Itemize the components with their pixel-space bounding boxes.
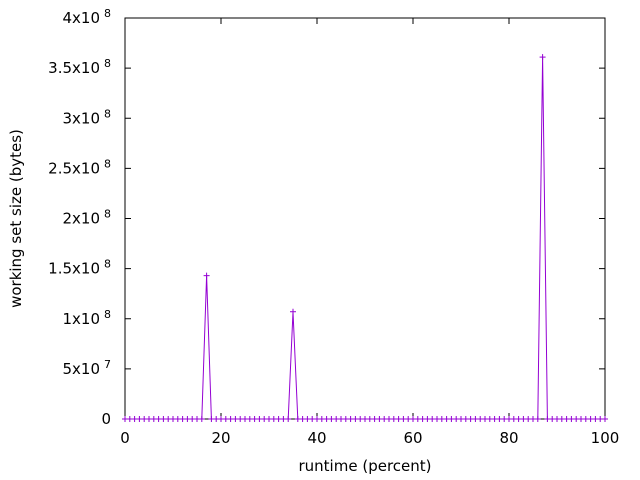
data-point-marker (290, 308, 296, 315)
y-tick-exponent: 8 (104, 208, 111, 221)
y-tick-mantissa: 3x10 (62, 109, 100, 127)
y-tick-exponent: 8 (104, 107, 111, 120)
x-tick-label: 40 (307, 429, 326, 447)
y-tick-mantissa: 2x10 (62, 210, 100, 228)
series-line (125, 57, 605, 420)
y-tick-mantissa: 5x10 (62, 360, 100, 378)
y-tick-mantissa: 2.5x10 (48, 159, 100, 177)
y-tick-exponent: 8 (104, 157, 111, 170)
x-tick-label: 100 (591, 429, 620, 447)
series-group (122, 54, 608, 422)
y-tick-label: 0 (101, 410, 111, 428)
x-axis-label: runtime (percent) (299, 457, 432, 475)
x-tick-label: 80 (499, 429, 518, 447)
y-tick-label: 8 1.5x10 (48, 258, 111, 278)
data-point-marker (198, 416, 205, 422)
data-point-marker (203, 272, 210, 279)
y-tick-label: 8 1x10 (62, 308, 111, 328)
y-tick-label: 8 3.5x10 (48, 57, 111, 77)
y-tick-exponent: 8 (104, 57, 111, 70)
y-tick-label: 8 2x10 (62, 208, 111, 228)
y-tick-labels: 0 7 5x10 8 1x10 8 1.5x10 8 2x10 8 2.5x10 8 3x10 8 3.5x… (48, 7, 111, 428)
y-tick-mantissa: 0 (101, 410, 111, 428)
plot-frame (124, 17, 606, 420)
y-tick-exponent: 7 (104, 358, 111, 371)
data-point-marker (285, 416, 292, 422)
y-tick-exponent: 8 (104, 308, 111, 321)
y-tick-mantissa: 1.5x10 (48, 260, 100, 278)
x-tick-label: 20 (211, 429, 230, 447)
axis-ticks (124, 17, 606, 420)
x-tick-label: 60 (403, 429, 422, 447)
y-tick-mantissa: 4x10 (62, 9, 100, 27)
y-tick-label: 7 5x10 (62, 358, 111, 378)
data-point-marker (539, 54, 546, 61)
y-axis-label: working set size (bytes) (7, 129, 25, 308)
y-tick-exponent: 8 (104, 258, 111, 271)
x-tick-labels: 0 20 40 60 80 100 (120, 429, 619, 447)
y-tick-exponent: 8 (104, 7, 111, 20)
x-tick-label: 0 (120, 429, 130, 447)
data-point-marker (534, 416, 541, 422)
y-tick-mantissa: 1x10 (62, 310, 100, 328)
data-point-marker (602, 416, 608, 422)
y-tick-label: 8 2.5x10 (48, 157, 111, 177)
y-tick-label: 8 3x10 (62, 107, 111, 127)
y-tick-label: 8 4x10 (62, 7, 111, 27)
y-tick-mantissa: 3.5x10 (48, 59, 100, 77)
